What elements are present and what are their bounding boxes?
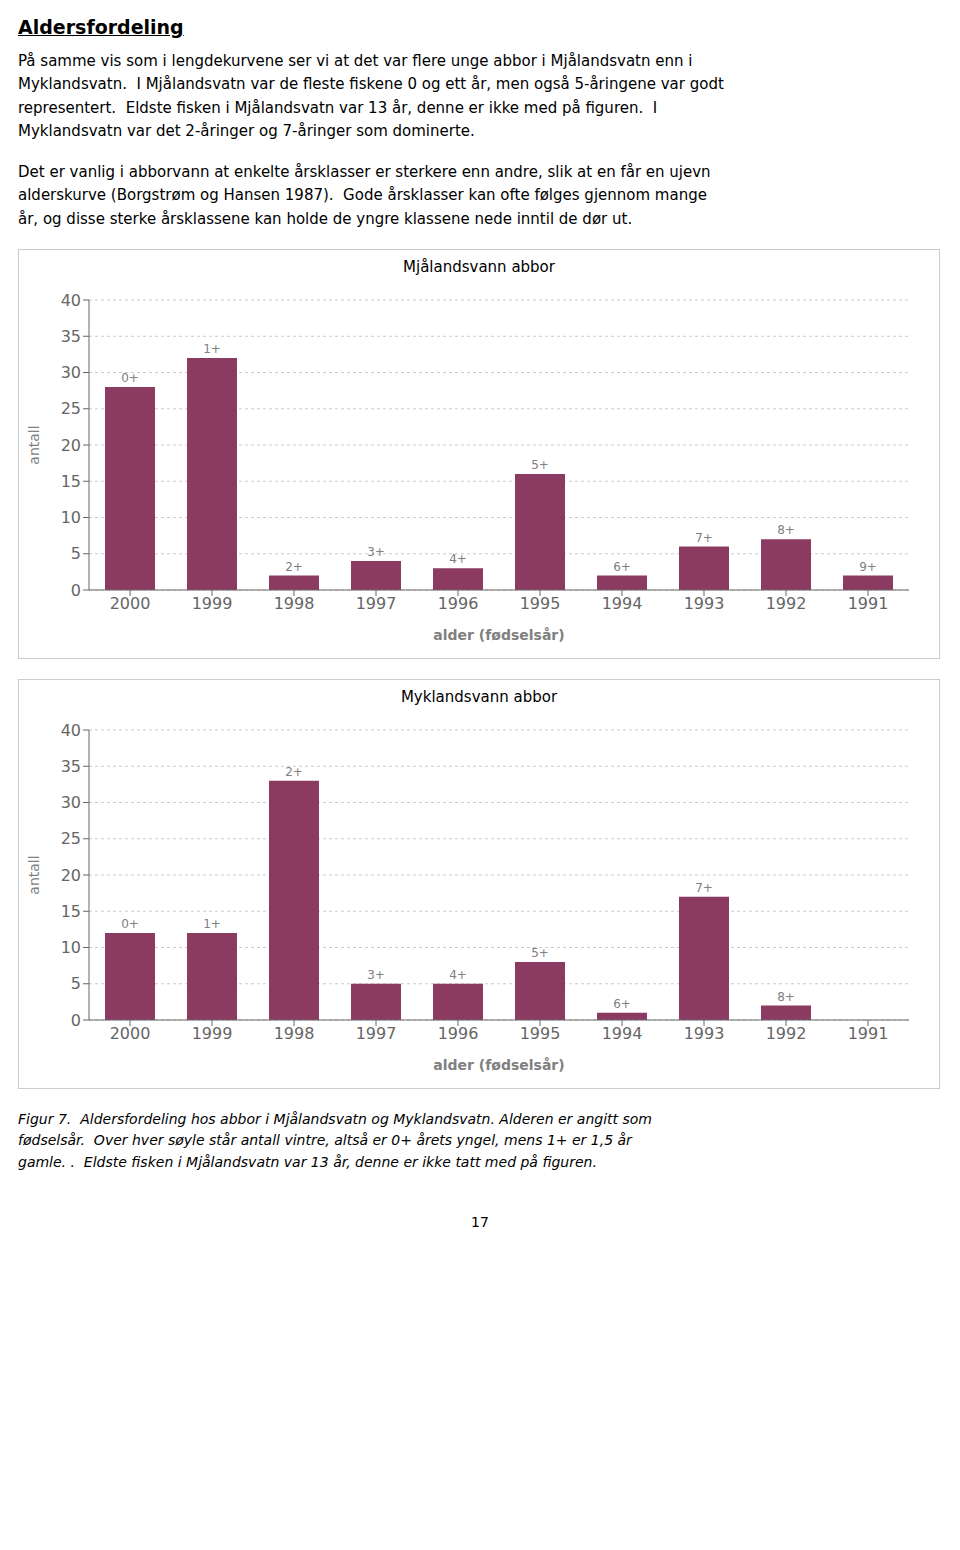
svg-text:1993: 1993 [684,1024,725,1043]
svg-text:7+: 7+ [695,881,713,895]
svg-text:alder (fødselsår): alder (fødselsår) [433,627,564,643]
svg-text:10: 10 [61,938,81,957]
html-text:Figur 7. Aldersfordeling hos a: Figur 7. Aldersfordeling hos abbor i Mjå… [18,1110,652,1127]
svg-text:1997: 1997 [356,594,397,613]
html-text:gamle. . Eldste fisken i Mjåla: gamle. . Eldste fisken i Mjålandsvatn va… [18,1154,597,1171]
svg-text:1995: 1995 [520,594,561,613]
html-text:år, og disse sterke årsklassen: år, og disse sterke årsklassene kan hold… [18,209,633,228]
svg-text:1998: 1998 [274,594,315,613]
svg-text:antall: antall [26,855,42,894]
svg-text:2+: 2+ [285,765,303,779]
svg-text:1+: 1+ [203,342,221,356]
svg-text:1993: 1993 [684,594,725,613]
svg-text:alder (fødselsår): alder (fødselsår) [433,1057,564,1073]
svg-text:1994: 1994 [602,1024,643,1043]
svg-text:1992: 1992 [766,594,807,613]
html-text:Myklandsvann abbor: Myklandsvann abbor [400,687,558,706]
svg-text:1994: 1994 [602,594,643,613]
svg-text:25: 25 [61,829,81,848]
svg-text:30: 30 [61,363,81,382]
svg-text:6+: 6+ [613,997,631,1011]
svg-text:5+: 5+ [531,946,549,960]
svg-text:2000: 2000 [110,1024,151,1043]
svg-text:40: 40 [61,290,81,309]
html-text:17: 17 [471,1213,489,1230]
svg-text:3+: 3+ [367,968,385,982]
html-text:alderskurve (Borgstrøm og Hans: alderskurve (Borgstrøm og Hansen 1987). … [18,186,707,205]
svg-text:3+: 3+ [367,545,385,559]
svg-text:0: 0 [71,1010,81,1029]
html-text:representert. Eldste fisken i: representert. Eldste fisken i Mjålandsva… [18,98,658,117]
html-text:På samme vis som i lengdekurve: På samme vis som i lengdekurvene ser vi … [18,52,693,70]
svg-text:35: 35 [61,327,81,346]
svg-text:5: 5 [71,544,81,563]
svg-text:2+: 2+ [285,559,303,573]
svg-text:1999: 1999 [192,1024,233,1043]
svg-text:4+: 4+ [449,968,467,982]
svg-text:30: 30 [61,793,81,812]
svg-text:10: 10 [61,508,81,527]
svg-text:15: 15 [61,902,81,921]
svg-text:1991: 1991 [848,594,889,613]
svg-text:1998: 1998 [274,1024,315,1043]
html-text:Det er vanlig i abborvann at e: Det er vanlig i abborvann at enkelte års… [18,163,711,181]
html-text:Myklandsvatn. I Mjålandsvatn v: Myklandsvatn. I Mjålandsvatn var de fles… [18,75,724,94]
svg-text:20: 20 [61,865,81,884]
svg-text:4+: 4+ [449,552,467,566]
svg-text:1997: 1997 [356,1024,397,1043]
svg-text:0: 0 [71,580,81,599]
svg-text:0+: 0+ [121,917,139,931]
svg-text:20: 20 [61,435,81,454]
svg-text:25: 25 [61,399,81,418]
html-text:fødselsår. Over hver søyle stå: fødselsår. Over hver søyle står antall v… [18,1132,632,1149]
svg-text:40: 40 [61,720,81,739]
svg-text:5+: 5+ [531,458,549,472]
svg-text:1995: 1995 [520,1024,561,1043]
html-text:Myklandsvatn var det 2-åringer: Myklandsvatn var det 2-åringer og 7-årin… [18,121,475,140]
svg-text:0+: 0+ [121,371,139,385]
html-text:Aldersfordeling: Aldersfordeling [18,16,184,38]
svg-text:1996: 1996 [438,1024,479,1043]
svg-text:35: 35 [61,757,81,776]
svg-text:8+: 8+ [777,523,795,537]
svg-text:8+: 8+ [777,989,795,1003]
svg-text:antall: antall [26,425,42,464]
svg-text:2000: 2000 [110,594,151,613]
svg-text:7+: 7+ [695,530,713,544]
svg-text:1999: 1999 [192,594,233,613]
svg-text:1992: 1992 [766,1024,807,1043]
svg-text:1991: 1991 [848,1024,889,1043]
svg-text:6+: 6+ [613,559,631,573]
svg-text:15: 15 [61,472,81,491]
svg-text:5: 5 [71,974,81,993]
svg-text:9+: 9+ [859,559,877,573]
svg-text:1996: 1996 [438,594,479,613]
svg-text:1+: 1+ [203,917,221,931]
html-text:Mjålandsvann abbor: Mjålandsvann abbor [403,257,555,276]
